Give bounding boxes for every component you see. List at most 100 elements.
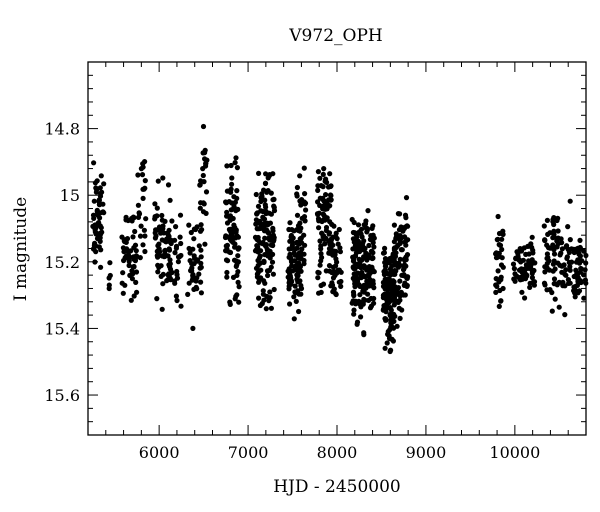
data-point [167, 266, 174, 272]
data-point [382, 276, 388, 282]
data-point [261, 187, 267, 193]
data-point [236, 299, 242, 305]
data-point [233, 155, 239, 161]
data-point [385, 259, 391, 265]
data-point [561, 262, 567, 268]
data-point [154, 205, 160, 211]
data-point [563, 272, 569, 278]
data-point [529, 270, 535, 276]
data-point [302, 218, 308, 224]
data-point [558, 236, 564, 242]
data-point [196, 271, 202, 277]
data-point [546, 258, 552, 264]
data-point [397, 256, 403, 262]
data-point [155, 269, 161, 275]
data-point [94, 178, 100, 184]
data-point [257, 218, 263, 224]
data-point [329, 221, 335, 227]
data-point [361, 289, 367, 295]
data-point [154, 296, 160, 302]
data-point [298, 202, 304, 208]
data-point [352, 238, 359, 245]
data-point [198, 290, 204, 296]
data-point [271, 286, 277, 293]
data-point [141, 186, 147, 192]
data-point [354, 321, 360, 327]
data-point [527, 284, 533, 290]
data-point [351, 307, 357, 313]
data-point [544, 251, 551, 257]
data-point [510, 261, 517, 267]
data-point [358, 272, 365, 278]
data-point [91, 242, 97, 248]
data-point [402, 292, 408, 298]
data-point [358, 314, 364, 320]
data-point [337, 249, 343, 255]
data-point [551, 231, 557, 238]
data-point [395, 211, 401, 217]
data-point [126, 262, 132, 269]
data-point [129, 276, 135, 282]
data-point [132, 258, 138, 264]
data-point [520, 266, 527, 272]
data-point [142, 248, 148, 255]
data-point [287, 301, 293, 307]
data-point [125, 256, 132, 262]
data-point [198, 279, 204, 285]
data-point [174, 272, 180, 278]
data-point [128, 248, 134, 254]
data-point [185, 291, 191, 297]
data-point [288, 245, 295, 252]
data-point [552, 266, 558, 272]
data-point [316, 270, 322, 276]
data-point [382, 263, 388, 269]
data-point [198, 247, 204, 253]
data-point [297, 220, 303, 226]
data-point [333, 234, 339, 240]
data-point [495, 213, 501, 220]
data-point [319, 230, 325, 236]
data-point [165, 182, 172, 188]
data-point [268, 211, 274, 217]
data-point [317, 238, 323, 244]
data-point [258, 194, 264, 201]
data-point [388, 317, 394, 323]
data-point [91, 198, 97, 204]
data-point [578, 279, 584, 286]
data-point [263, 171, 269, 177]
data-point [328, 193, 334, 199]
data-point [523, 251, 529, 257]
data-point [496, 303, 502, 309]
data-point [267, 289, 273, 295]
data-point [186, 222, 192, 228]
data-point [263, 306, 269, 312]
data-point [323, 268, 329, 274]
data-point [403, 195, 410, 201]
x-axis-label: HJD - 2450000 [273, 477, 401, 497]
data-point [326, 246, 333, 252]
data-point [156, 241, 162, 247]
data-point [232, 160, 238, 166]
data-point [162, 253, 168, 259]
data-point [364, 251, 370, 257]
y-tick-label: 15 [60, 186, 80, 205]
data-point [350, 258, 357, 264]
x-tick-label: 7000 [228, 443, 269, 462]
data-point [563, 244, 569, 250]
data-point [511, 266, 517, 272]
data-point [301, 165, 307, 171]
data-point [322, 241, 328, 247]
x-tick-label: 10000 [489, 443, 540, 462]
data-point [369, 249, 375, 255]
data-point [268, 190, 274, 196]
data-point [271, 237, 277, 243]
data-point [351, 291, 357, 298]
data-point [559, 269, 565, 275]
data-point [130, 271, 136, 277]
data-point [316, 218, 322, 224]
data-point [98, 264, 104, 270]
data-point [97, 215, 103, 221]
data-point [224, 220, 231, 226]
data-point [106, 282, 112, 288]
data-point [270, 271, 276, 277]
